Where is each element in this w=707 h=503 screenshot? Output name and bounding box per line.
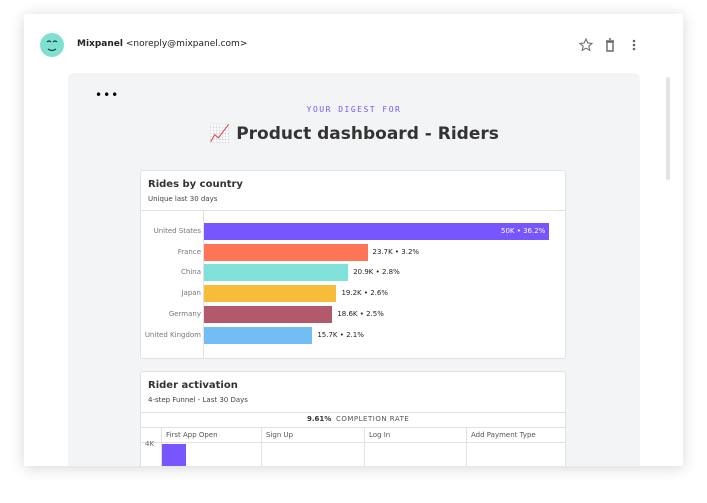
column-line — [364, 428, 365, 466]
email-card: Mixpanel <noreply@mixpanel.com> ••• YOUR… — [24, 14, 683, 466]
column-line — [261, 428, 262, 466]
divider — [141, 412, 565, 413]
axis-line — [203, 211, 204, 358]
toolbar[interactable] — [579, 38, 649, 52]
more-icon[interactable] — [632, 39, 636, 51]
funnel-bar — [162, 444, 186, 466]
bar — [204, 243, 368, 261]
bar — [204, 223, 549, 240]
card-title: Rider activation — [148, 380, 238, 391]
completion-label: COMPLETION RATE — [336, 415, 410, 423]
column-line — [466, 428, 467, 466]
step-label: Log In — [369, 431, 391, 439]
category-label: United States — [153, 227, 201, 235]
rides-card: Rides by country Unique last 30 days Uni… — [140, 170, 566, 359]
step-label: First App Open — [166, 431, 218, 439]
step-label: Add Payment Type — [471, 431, 536, 439]
bar — [204, 285, 337, 303]
column-line — [161, 428, 162, 466]
divider — [141, 427, 565, 428]
kicker: YOUR DIGEST FOR — [306, 105, 402, 114]
sender-address: <noreply@mixpanel.com> — [125, 39, 248, 49]
category-label: France — [177, 247, 201, 256]
sender: Mixpanel <noreply@mixpanel.com> — [77, 39, 247, 49]
bar — [204, 326, 313, 344]
value-label: 50K • 36.2% — [501, 227, 546, 235]
delete-icon[interactable] — [606, 38, 614, 52]
category-label: Germany — [168, 309, 201, 318]
value-label: 20.9K • 2.8% — [353, 268, 400, 277]
card-subtitle: 4-step Funnel - Last 30 Days — [148, 396, 248, 404]
dashboard-title: 📈 Product dashboard - Riders — [209, 124, 499, 144]
category-label: United Kingdom — [144, 330, 201, 339]
bar — [204, 264, 349, 282]
divider — [141, 442, 565, 443]
sender-name: Mixpanel — [77, 39, 123, 49]
step-label: Sign Up — [266, 431, 294, 439]
scrollbar[interactable] — [666, 77, 670, 180]
value-label: 18.6K • 2.5% — [337, 309, 384, 318]
category-label: China — [181, 268, 201, 277]
completion-value: 9.61% — [307, 415, 332, 423]
activation-card: Rider activation 4-step Funnel - Last 30… — [140, 371, 566, 466]
value-label: 23.7K • 3.2% — [372, 247, 420, 256]
card-title: Rides by country — [148, 179, 243, 190]
logo-dots: ••• — [95, 88, 120, 102]
value-label: 19.2K • 2.6% — [341, 289, 389, 298]
value-label: 15.7K • 2.1% — [317, 330, 364, 339]
content-panel: ••• YOUR DIGEST FOR 📈 Product dashboard … — [68, 73, 640, 466]
divider — [141, 210, 565, 211]
bar — [204, 305, 333, 323]
category-label: Japan — [181, 289, 201, 298]
y-tick-label: 4K — [145, 440, 155, 448]
avatar — [40, 33, 64, 57]
card-subtitle: Unique last 30 days — [148, 195, 218, 203]
star-icon[interactable] — [579, 38, 594, 52]
